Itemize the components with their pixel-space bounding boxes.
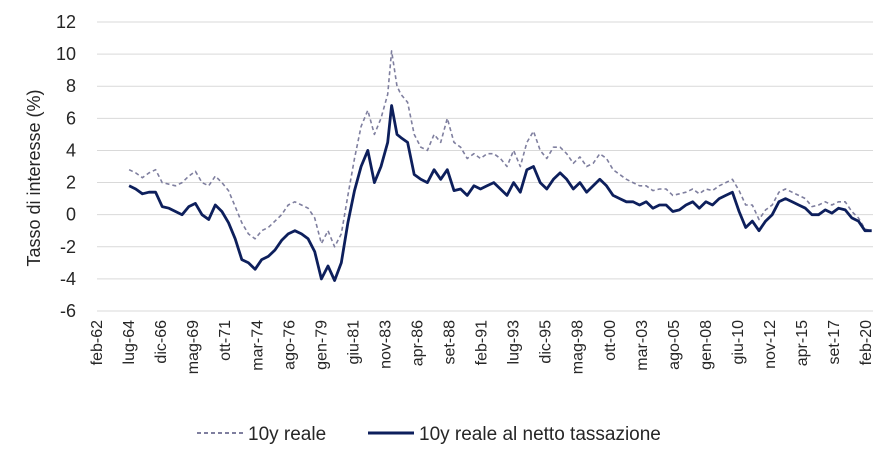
- x-tick-label: giu-81: [345, 320, 362, 365]
- x-tick-label: ago-05: [666, 320, 683, 370]
- y-tick-label: -2: [60, 237, 76, 257]
- legend-label-10y-netto: 10y reale al netto tassazione: [419, 424, 661, 445]
- x-tick-label: mag-98: [570, 320, 587, 374]
- x-tick-label: feb-62: [89, 320, 106, 365]
- series-lines: [128, 50, 872, 282]
- y-axis: -6 -4 -2 0 2 4 6 8 10 12: [56, 12, 76, 321]
- y-tick-label: 6: [66, 108, 76, 128]
- x-tick-label: mar-74: [249, 320, 266, 371]
- y-tick-label: -6: [60, 301, 76, 321]
- series-line-10y-reale: [128, 50, 872, 248]
- y-tick-label: 2: [66, 173, 76, 193]
- x-tick-label: set-17: [826, 320, 843, 365]
- gridlines: [97, 21, 873, 312]
- y-axis-title: Tasso di interesse (%): [24, 89, 44, 266]
- x-tick-label: mar-03: [634, 320, 651, 371]
- x-tick-label: lug-64: [121, 320, 138, 365]
- x-tick-label: mag-69: [185, 320, 202, 374]
- y-tick-label: 10: [56, 44, 76, 64]
- x-tick-label: gen-79: [313, 320, 330, 370]
- y-tick-label: 12: [56, 12, 76, 32]
- x-tick-label: dic-95: [538, 320, 555, 364]
- x-tick-label: apr-15: [794, 320, 811, 366]
- y-tick-label: -4: [60, 269, 76, 289]
- x-tick-label: nov-83: [377, 320, 394, 369]
- x-tick-label: ago-76: [281, 320, 298, 370]
- x-tick-label: ott-71: [217, 320, 234, 361]
- legend: 10y reale 10y reale al netto tassazione: [197, 424, 661, 445]
- x-tick-label: nov-12: [762, 320, 779, 369]
- x-tick-label: dic-66: [153, 320, 170, 364]
- legend-label-10y-reale: 10y reale: [248, 424, 326, 445]
- x-tick-label: feb-91: [474, 320, 491, 365]
- series-line-10y-reale-netto: [128, 104, 872, 282]
- x-tick-label: feb-20: [858, 320, 875, 365]
- y-tick-label: 4: [66, 140, 76, 160]
- x-tick-label: lug-93: [506, 320, 523, 365]
- x-tick-label: giu-10: [730, 320, 747, 365]
- x-tick-label: ott-00: [602, 320, 619, 361]
- x-tick-label: set-88: [442, 320, 459, 365]
- x-tick-label: apr-86: [410, 320, 427, 366]
- x-tick-label: gen-08: [698, 320, 715, 370]
- y-tick-label: 8: [66, 76, 76, 96]
- y-tick-label: 0: [66, 205, 76, 225]
- x-axis: feb-62 lug-64 dic-66 mag-69 ott-71 mar-74 ago-…: [89, 320, 875, 374]
